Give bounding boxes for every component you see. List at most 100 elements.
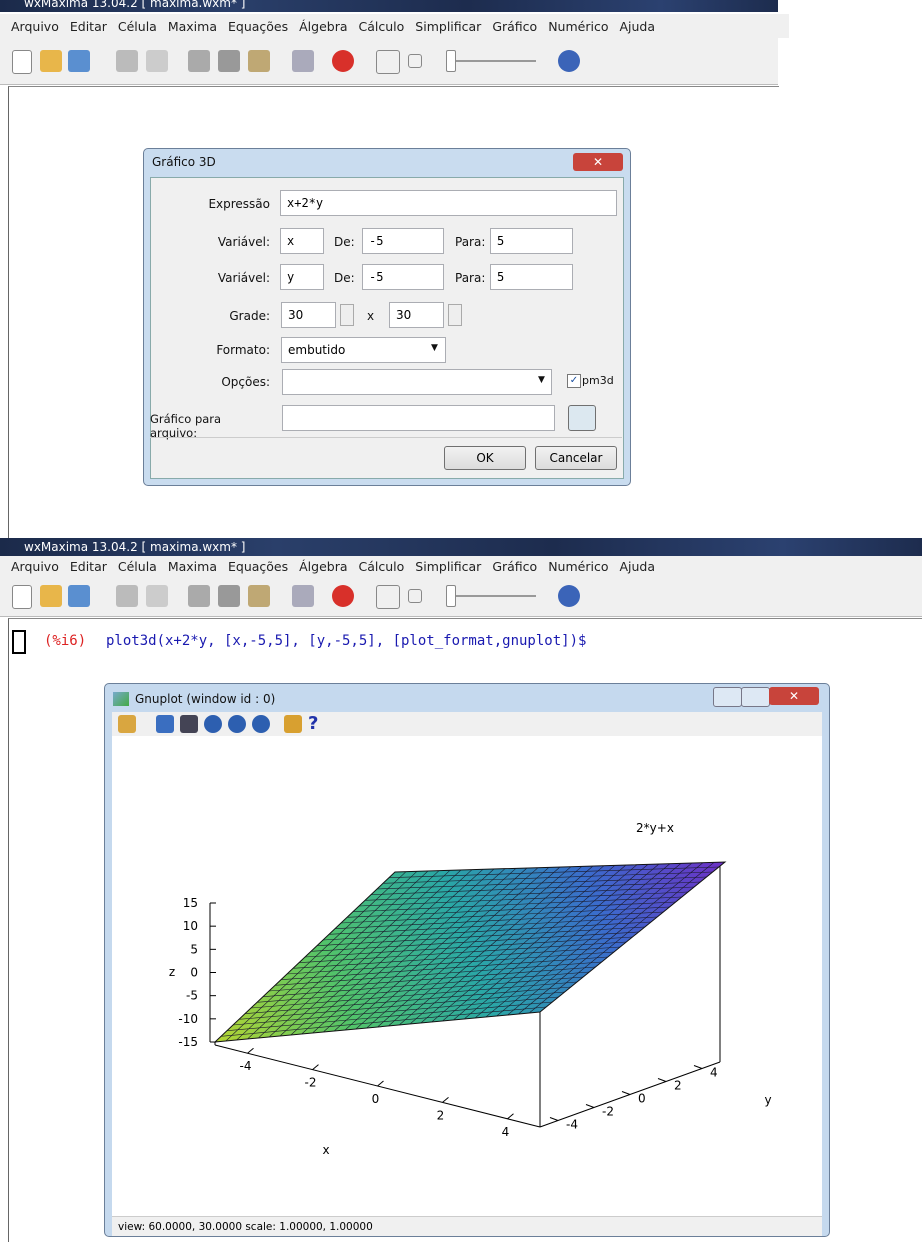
x-tick (507, 1113, 514, 1120)
help-icon[interactable]: ? (308, 713, 319, 734)
to-input[interactable]: 5 (490, 228, 573, 254)
config-icon[interactable] (284, 715, 302, 733)
menu-item[interactable]: Célula (117, 18, 157, 34)
menu-item[interactable]: Simplificar (415, 18, 482, 34)
pm3d-label: pm3d (582, 374, 614, 387)
grid-x-input[interactable]: 30 (281, 302, 336, 328)
slider[interactable] (446, 60, 536, 62)
x-label: x (322, 1143, 329, 1157)
new-icon[interactable] (12, 50, 32, 74)
options-select[interactable] (282, 369, 552, 395)
z-tick-label: -10 (178, 1012, 198, 1026)
spin-button[interactable] (448, 304, 462, 326)
save-icon[interactable] (68, 50, 90, 72)
from-input[interactable]: -5 (362, 264, 444, 290)
spin-button[interactable] (340, 304, 354, 326)
help-icon[interactable] (558, 585, 580, 607)
help-icon[interactable] (558, 50, 580, 72)
find-icon[interactable] (292, 585, 314, 607)
play-icon[interactable] (376, 585, 400, 609)
menu-item[interactable]: Cálculo (358, 18, 405, 34)
from-label: De: (334, 271, 355, 285)
ok-button[interactable]: OK (444, 446, 526, 470)
cell-bracket[interactable] (12, 630, 26, 654)
print-icon[interactable] (116, 585, 138, 607)
menu-item[interactable]: Editar (69, 558, 107, 574)
menu-item[interactable]: Cálculo (358, 558, 405, 574)
menu-item[interactable]: Ajuda (619, 18, 656, 34)
input-code[interactable]: plot3d(x+2*y, [x,-5,5], [y,-5,5], [plot_… (106, 633, 587, 649)
open-icon[interactable] (40, 50, 62, 72)
x-tick-label: -4 (240, 1059, 252, 1073)
paste-icon[interactable] (248, 50, 270, 72)
mesh-line (364, 886, 695, 901)
open-icon[interactable] (40, 585, 62, 607)
print-icon[interactable] (116, 50, 138, 72)
stop-anim-icon[interactable] (408, 54, 422, 68)
menu-item[interactable]: Equações (227, 18, 289, 34)
cancel-button[interactable]: Cancelar (535, 446, 617, 470)
editor (8, 86, 779, 541)
zoom-icon[interactable] (252, 715, 270, 733)
menu-item[interactable]: Maxima (167, 558, 217, 574)
to-input[interactable]: 5 (490, 264, 573, 290)
slider[interactable] (446, 595, 536, 597)
replot-icon[interactable] (156, 715, 174, 733)
cut-icon[interactable] (188, 50, 210, 72)
format-select[interactable]: embutido (281, 337, 446, 363)
z-tick-label: 15 (183, 896, 198, 910)
gnuplot-window: Gnuplot (window id : 0) ✕ ? view: 60.000… (104, 683, 830, 1237)
menu-item[interactable]: Ajuda (619, 558, 656, 574)
slider-thumb[interactable] (446, 50, 456, 72)
copy-icon[interactable] (118, 715, 136, 733)
settings-icon[interactable] (146, 585, 168, 607)
file-input[interactable] (282, 405, 555, 431)
menu-item[interactable]: Gráfico (492, 18, 538, 34)
grid-icon[interactable] (180, 715, 198, 733)
close-button[interactable]: ✕ (769, 687, 819, 705)
find-icon[interactable] (292, 50, 314, 72)
settings-icon[interactable] (146, 50, 168, 72)
menu-item[interactable]: Gráfico (492, 558, 538, 574)
dropdown-arrow[interactable]: ▼ (538, 375, 545, 385)
variable-name-input[interactable]: y (280, 264, 324, 290)
variable-label: Variável: (217, 235, 270, 249)
menu-item[interactable]: Célula (117, 558, 157, 574)
expression-input[interactable]: x+2*y (280, 190, 617, 216)
menu-item[interactable]: Álgebra (299, 18, 348, 34)
x-tick-label: 0 (372, 1092, 380, 1106)
grid-label: Grade: (229, 309, 270, 323)
play-icon[interactable] (376, 50, 400, 74)
menu-item[interactable]: Equações (227, 558, 289, 574)
menu-item[interactable]: Simplificar (415, 558, 482, 574)
browse-button[interactable] (568, 405, 596, 431)
menu-item[interactable]: Arquivo (11, 558, 59, 574)
stop-icon[interactable] (332, 585, 354, 607)
menu-item[interactable]: Editar (69, 18, 107, 34)
copy-icon[interactable] (218, 585, 240, 607)
close-button[interactable]: ✕ (573, 153, 623, 171)
menu-item[interactable]: Numérico (548, 558, 609, 574)
stop-icon[interactable] (332, 50, 354, 72)
cut-icon[interactable] (188, 585, 210, 607)
variable-name-input[interactable]: x (280, 228, 324, 254)
save-icon[interactable] (68, 585, 90, 607)
slider-thumb[interactable] (446, 585, 456, 607)
x-tick (312, 1064, 319, 1070)
zoom-icon[interactable] (228, 715, 246, 733)
grid-y-input[interactable]: 30 (389, 302, 444, 328)
menu-item[interactable]: Numérico (548, 18, 609, 34)
copy-icon[interactable] (218, 50, 240, 72)
mesh-line (388, 866, 719, 878)
menu-item[interactable]: Arquivo (11, 18, 59, 34)
pm3d-checkbox[interactable]: ✓ (567, 374, 581, 388)
from-input[interactable]: -5 (362, 228, 444, 254)
dropdown-arrow[interactable]: ▼ (431, 343, 438, 353)
stop-anim-icon[interactable] (408, 589, 422, 603)
menu-item[interactable]: Maxima (167, 18, 217, 34)
new-icon[interactable] (12, 585, 32, 609)
zoom-icon[interactable] (204, 715, 222, 733)
paste-icon[interactable] (248, 585, 270, 607)
menu-item[interactable]: Álgebra (299, 558, 348, 574)
